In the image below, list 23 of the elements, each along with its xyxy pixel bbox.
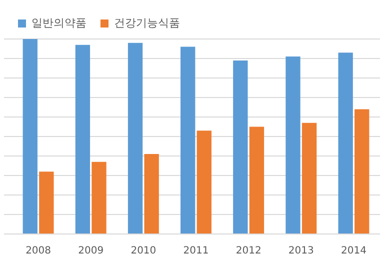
- bar: [354, 109, 370, 234]
- x-tick-label: 2011: [183, 246, 209, 257]
- bar: [302, 122, 317, 234]
- bar: [22, 39, 38, 234]
- legend-label: 일반의약품: [32, 16, 86, 30]
- bar: [233, 60, 248, 234]
- x-tick-label: 2009: [78, 246, 104, 257]
- x-tick-label: 2012: [236, 246, 262, 257]
- bar: [75, 44, 90, 234]
- bar: [39, 172, 54, 234]
- bar: [338, 52, 353, 234]
- bar: [180, 46, 196, 234]
- bar: [92, 162, 106, 234]
- x-tick-label: 2010: [130, 246, 156, 257]
- x-tick-label: 2014: [340, 246, 366, 257]
- legend-label: 건강기능식품: [114, 16, 180, 30]
- x-tick-label: 2013: [288, 246, 314, 257]
- bar: [249, 126, 264, 234]
- bar: [144, 154, 159, 234]
- bar: [128, 42, 143, 234]
- bar: [196, 130, 212, 234]
- bar: [286, 56, 300, 234]
- x-tick-label: 2008: [26, 246, 52, 257]
